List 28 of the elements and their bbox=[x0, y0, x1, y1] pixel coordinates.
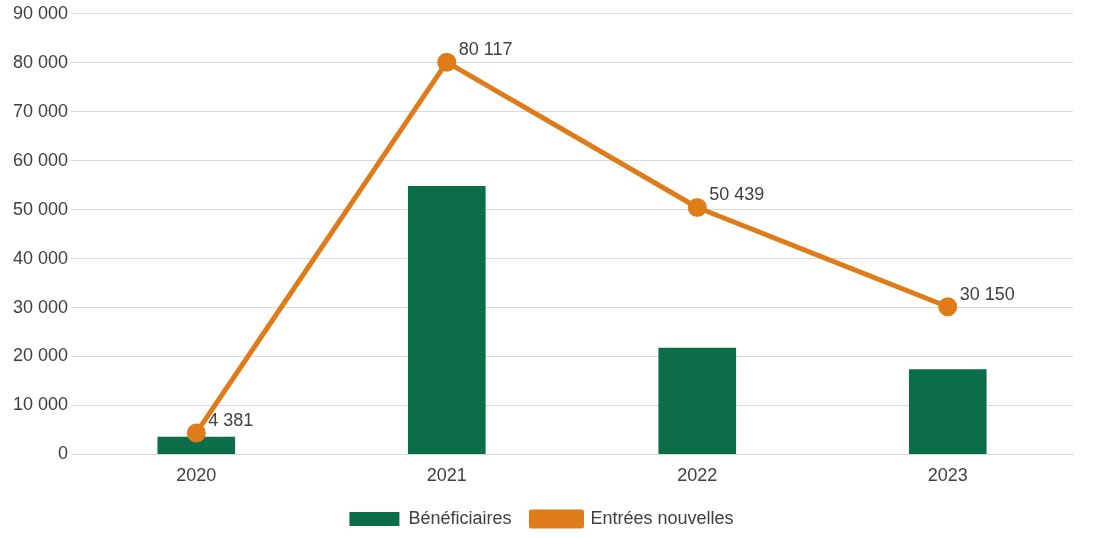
x-tick-label: 2023 bbox=[927, 465, 968, 486]
y-tick-label: 10 000 bbox=[12, 394, 69, 415]
bar bbox=[157, 436, 236, 454]
point bbox=[938, 297, 958, 317]
x-tick-label: 2020 bbox=[176, 465, 217, 486]
legend-label: Entrées nouvelles bbox=[590, 507, 734, 528]
point bbox=[437, 52, 457, 72]
x-tick-label: 2021 bbox=[426, 465, 467, 486]
point bbox=[687, 197, 707, 217]
bar bbox=[407, 186, 486, 454]
data-label: 30 150 bbox=[959, 283, 1015, 304]
y-tick-label: 30 000 bbox=[12, 296, 69, 317]
y-tick-label: 90 000 bbox=[12, 2, 69, 23]
y-tick-label: 40 000 bbox=[12, 247, 69, 268]
y-tick-label: 50 000 bbox=[12, 198, 69, 219]
y-tick-label: 0 bbox=[58, 443, 69, 464]
data-label: 80 117 bbox=[458, 39, 513, 60]
y-tick-label: 80 000 bbox=[12, 51, 69, 72]
point bbox=[186, 423, 206, 443]
bar bbox=[908, 369, 987, 454]
data-label: 4 381 bbox=[208, 409, 254, 430]
y-tick-label: 70 000 bbox=[12, 100, 69, 121]
y-tick-label: 20 000 bbox=[12, 345, 69, 366]
legend-label: Bénéficiaires bbox=[408, 507, 512, 528]
x-tick-label: 2022 bbox=[677, 465, 718, 486]
bar bbox=[658, 347, 737, 454]
y-tick-label: 60 000 bbox=[12, 149, 69, 170]
data-label: 50 439 bbox=[709, 184, 765, 205]
